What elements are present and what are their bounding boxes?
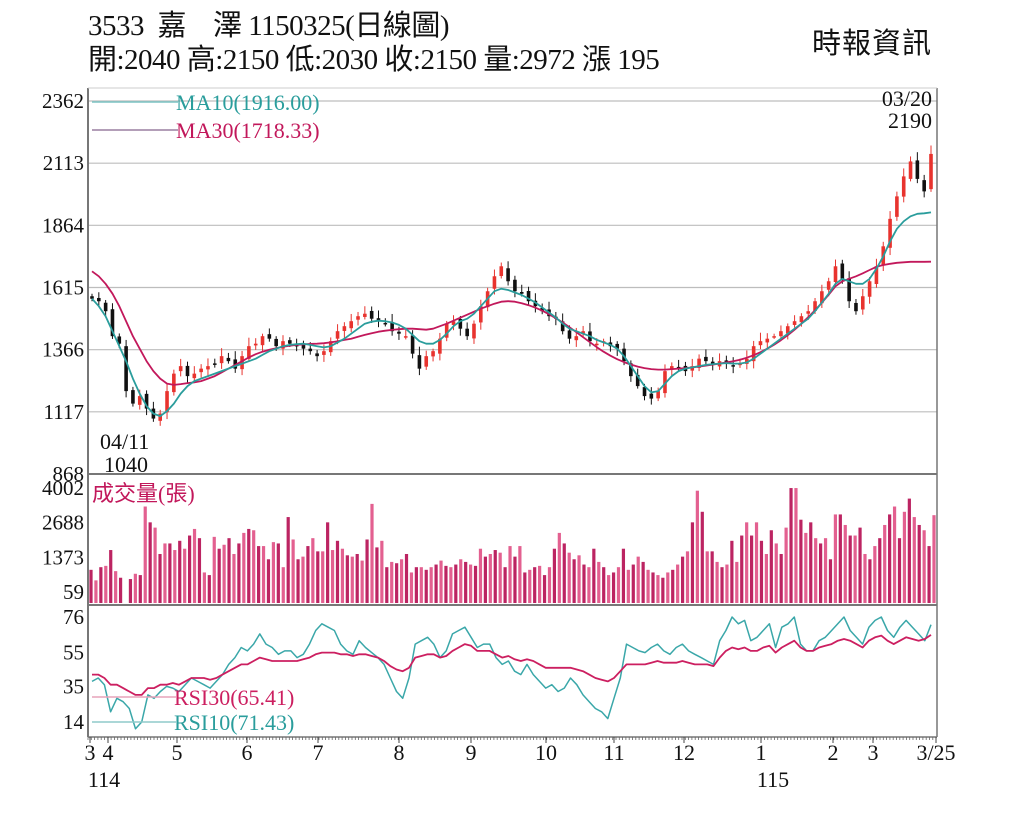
volume-bars [89, 488, 936, 603]
volume-y-tick: 59 [63, 580, 84, 604]
volume-y-tick: 4002 [42, 476, 84, 500]
price-y-tick: 1117 [44, 400, 84, 424]
x-tick-label: 9 [466, 740, 477, 765]
x-tick-label: 2 [828, 740, 839, 765]
high-date-label: 03/20 [882, 86, 932, 111]
x-tick-label: 7 [313, 740, 324, 765]
ma30-line [91, 260, 932, 386]
x-tick-label: 5 [172, 740, 183, 765]
price-legend: MA10(1916.00) MA30(1718.33) [92, 90, 320, 143]
x-tick-label: 10 [535, 740, 557, 765]
x-tick-label: 8 [394, 740, 405, 765]
volume-title: 成交量(張) [92, 481, 195, 506]
x-tick-label: 3/25 [916, 740, 955, 765]
ma10-line [91, 211, 932, 418]
x-tick-label: 6 [242, 740, 253, 765]
x-tick-label: 3 [868, 740, 879, 765]
price-candles [90, 145, 933, 426]
x-tick-label: 3 [85, 740, 96, 765]
rsi-y-tick: 35 [63, 674, 84, 698]
chart-title: 3533 嘉 澤 1150325(日線圖) [88, 10, 450, 42]
x-year-label: 114 [88, 767, 120, 792]
ma10-legend-label: MA10(1916.00) [176, 90, 320, 115]
rsi30-legend-label: RSI30(65.41) [174, 685, 294, 710]
rsi10-legend-label: RSI10(71.43) [174, 710, 294, 735]
source-label: 時報資訊 [812, 26, 933, 60]
grid-lines [88, 100, 937, 413]
high-value-label: 2190 [888, 108, 932, 133]
rsi30-line [92, 634, 932, 696]
rsi-legend: RSI30(65.41) RSI10(71.43) [92, 685, 294, 735]
rsi-y-tick: 55 [63, 641, 84, 665]
x-year-label: 115 [757, 767, 789, 792]
x-tick-label: 1 [756, 740, 767, 765]
price-y-tick: 868 [53, 462, 85, 486]
ma30-legend-label: MA30(1718.33) [176, 118, 320, 143]
moving-average-lines [91, 211, 932, 418]
ohlc-summary: 開:2040 高:2150 低:2030 收:2150 量:2972 漲 195 [88, 44, 660, 76]
volume-y-tick: 2688 [42, 511, 84, 535]
price-y-tick: 1864 [42, 213, 85, 237]
price-y-tick: 2113 [43, 151, 84, 175]
price-y-tick: 1366 [42, 338, 84, 362]
x-tick-label: 4 [103, 740, 114, 765]
low-date-label: 04/11 [100, 429, 149, 454]
rsi-y-tick: 76 [63, 605, 84, 629]
x-tick-label: 12 [673, 740, 695, 765]
rsi-lines [91, 616, 932, 730]
low-value-label: 1040 [104, 452, 148, 477]
price-y-tick: 2362 [42, 89, 84, 113]
volume-y-tick: 1373 [42, 545, 84, 569]
panel-frames [87, 87, 938, 738]
rsi-y-tick: 14 [63, 710, 85, 734]
low-annotation: 04/11 1040 [100, 429, 149, 477]
price-y-tick: 1615 [42, 276, 84, 300]
rsi10-line [91, 616, 932, 730]
high-annotation: 03/20 2190 [882, 86, 932, 133]
x-tick-label: 11 [603, 740, 624, 765]
